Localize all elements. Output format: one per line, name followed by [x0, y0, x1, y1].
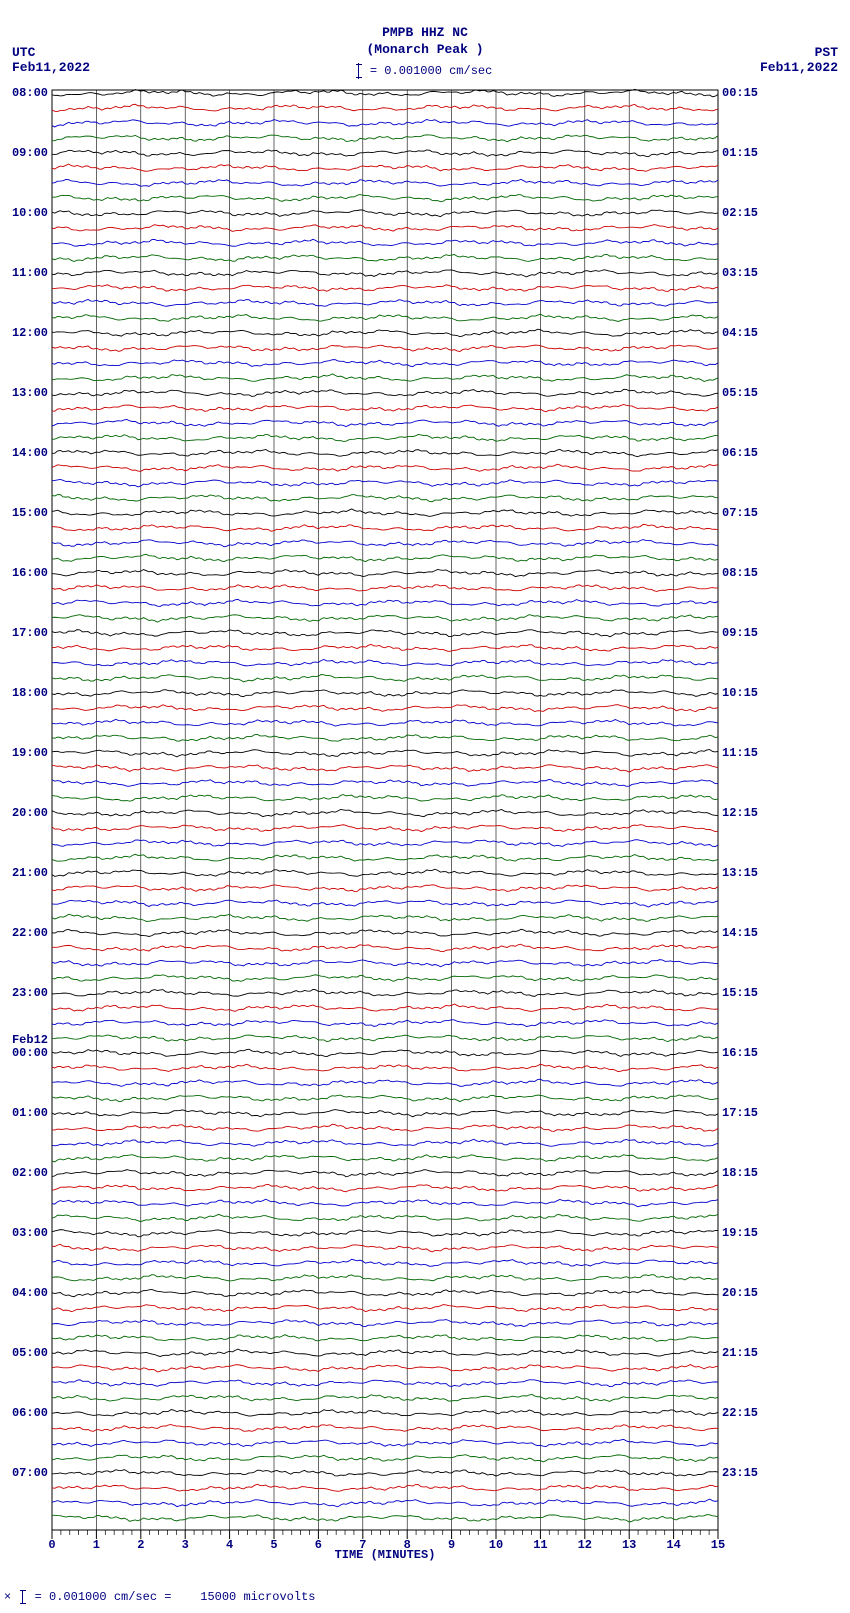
left-time-label: 07:00 — [12, 1466, 48, 1480]
right-time-label: 13:15 — [722, 866, 758, 880]
right-time-label: 08:15 — [722, 566, 758, 580]
left-time-label: 18:00 — [12, 686, 48, 700]
tz-left-name: UTC — [12, 45, 90, 60]
right-time-label: 20:15 — [722, 1286, 758, 1300]
plot-area — [52, 90, 718, 1530]
left-time-label: 12:00 — [12, 326, 48, 340]
right-time-label: 03:15 — [722, 266, 758, 280]
left-time-label: 20:00 — [12, 806, 48, 820]
scale-label: = 0.001000 cm/sec — [370, 64, 492, 78]
utc-header: UTC Feb11,2022 — [12, 45, 90, 75]
right-time-label: 14:15 — [722, 926, 758, 940]
left-time-label: 15:00 — [12, 506, 48, 520]
footer-scale-value: = 0.001000 cm/sec = — [35, 1590, 172, 1604]
left-time-label: 14:00 — [12, 446, 48, 460]
right-time-label: 21:15 — [722, 1346, 758, 1360]
scale-bar-icon — [358, 63, 359, 79]
station-location: (Monarch Peak ) — [0, 42, 850, 59]
right-time-label: 15:15 — [722, 986, 758, 1000]
right-time-label: 07:15 — [722, 506, 758, 520]
right-time-label: 19:15 — [722, 1226, 758, 1240]
left-time-label: 11:00 — [12, 266, 48, 280]
right-time-label: 05:15 — [722, 386, 758, 400]
right-time-label: 16:15 — [722, 1046, 758, 1060]
right-time-label: 06:15 — [722, 446, 758, 460]
left-time-label: 17:00 — [12, 626, 48, 640]
footer-bar-icon — [22, 1590, 23, 1604]
x-axis-title: TIME (MINUTES) — [52, 1548, 718, 1562]
right-time-label: 18:15 — [722, 1166, 758, 1180]
left-time-label: 04:00 — [12, 1286, 48, 1300]
scale-indicator: = 0.001000 cm/sec — [0, 63, 850, 79]
left-time-label: 01:00 — [12, 1106, 48, 1120]
footer-prefix: × — [4, 1590, 11, 1604]
x-tick-labels: 0123456789101112131415 — [52, 1530, 718, 1550]
left-time-label: 22:00 — [12, 926, 48, 940]
left-time-label: 08:00 — [12, 86, 48, 100]
left-time-label: 23:00 — [12, 986, 48, 1000]
pst-header: PST Feb11,2022 — [760, 45, 838, 75]
tz-right-date: Feb11,2022 — [760, 60, 838, 75]
right-time-label: 09:15 — [722, 626, 758, 640]
left-time-label: 05:00 — [12, 1346, 48, 1360]
right-time-label: 22:15 — [722, 1406, 758, 1420]
left-time-label: 03:00 — [12, 1226, 48, 1240]
left-time-label: 21:00 — [12, 866, 48, 880]
left-time-label: 00:00 — [12, 1046, 48, 1060]
left-time-label: 10:00 — [12, 206, 48, 220]
traces-svg — [52, 90, 718, 1530]
header: PMPB HHZ NC (Monarch Peak ) = 0.001000 c… — [0, 25, 850, 79]
seismogram-container: PMPB HHZ NC (Monarch Peak ) = 0.001000 c… — [0, 0, 850, 1613]
right-time-labels: 00:1501:1502:1503:1504:1505:1506:1507:15… — [720, 90, 780, 1530]
right-time-label: 01:15 — [722, 146, 758, 160]
left-time-label: 09:00 — [12, 146, 48, 160]
left-time-labels: 08:0009:0010:0011:0012:0013:0014:0015:00… — [0, 90, 50, 1530]
right-time-label: 00:15 — [722, 86, 758, 100]
left-time-label: 06:00 — [12, 1406, 48, 1420]
footer-scale: × = 0.001000 cm/sec = 15000 microvolts — [4, 1590, 315, 1604]
right-time-label: 02:15 — [722, 206, 758, 220]
right-time-label: 23:15 — [722, 1466, 758, 1480]
tz-right-name: PST — [760, 45, 838, 60]
left-time-label: 13:00 — [12, 386, 48, 400]
right-time-label: 10:15 — [722, 686, 758, 700]
right-time-label: 11:15 — [722, 746, 758, 760]
left-time-label: 02:00 — [12, 1166, 48, 1180]
left-time-label: 16:00 — [12, 566, 48, 580]
left-time-label: 19:00 — [12, 746, 48, 760]
right-time-label: 12:15 — [722, 806, 758, 820]
left-date-break: Feb12 — [12, 1033, 48, 1047]
right-time-label: 17:15 — [722, 1106, 758, 1120]
tz-left-date: Feb11,2022 — [12, 60, 90, 75]
footer-microvolts: 15000 microvolts — [200, 1590, 315, 1604]
right-time-label: 04:15 — [722, 326, 758, 340]
station-title: PMPB HHZ NC — [0, 25, 850, 42]
